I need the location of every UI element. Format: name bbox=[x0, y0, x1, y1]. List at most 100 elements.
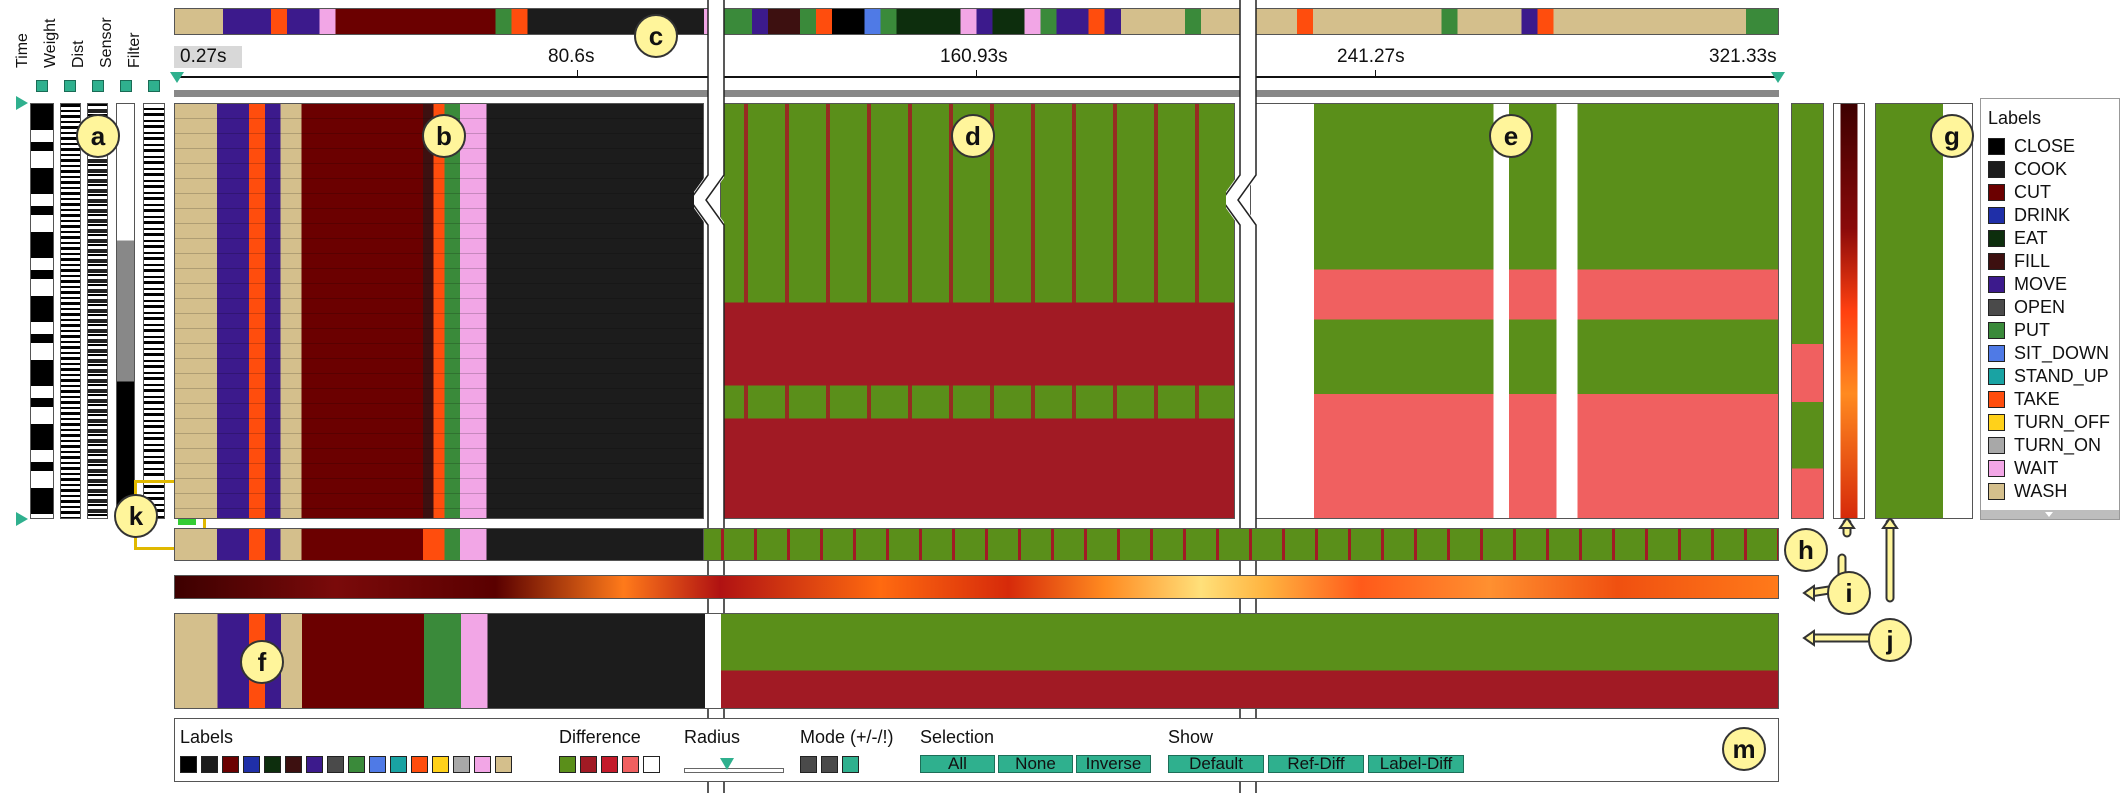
aggregate-area-chart[interactable] bbox=[174, 613, 1779, 709]
filter-sort-bar[interactable] bbox=[143, 103, 165, 519]
callout-f: f bbox=[240, 640, 284, 684]
legend-label: CLOSE bbox=[2014, 136, 2076, 156]
callout-m: m bbox=[1722, 727, 1766, 771]
difference-swatch-mismatch-dark[interactable] bbox=[580, 756, 597, 773]
label-filter-swatch[interactable] bbox=[411, 756, 428, 773]
show-label-diff-button[interactable]: Label-Diff bbox=[1368, 755, 1464, 773]
legend-label: PUT bbox=[2014, 320, 2050, 340]
row-range-handle-top[interactable] bbox=[16, 96, 28, 110]
show-control-title: Show bbox=[1168, 727, 1214, 747]
labels-control-title: Labels bbox=[180, 727, 234, 747]
label-filter-swatch[interactable] bbox=[453, 756, 470, 773]
difference-control-title: Difference bbox=[559, 727, 641, 747]
label-difference-view[interactable] bbox=[1250, 103, 1779, 519]
axis-tick-label: 321.33s bbox=[1709, 46, 1777, 67]
time-range-handle-left[interactable] bbox=[170, 72, 184, 83]
legend-title: Labels bbox=[1988, 108, 2042, 128]
show-default-button[interactable]: Default bbox=[1168, 755, 1264, 773]
label-filter-swatch[interactable] bbox=[243, 756, 260, 773]
mode-option-plus[interactable] bbox=[800, 756, 817, 773]
callout-h: h bbox=[1784, 528, 1828, 572]
dist-sort-bar[interactable] bbox=[87, 103, 108, 519]
legend-label: STAND_UP bbox=[2014, 366, 2109, 386]
show-ref-diff-button[interactable]: Ref-Diff bbox=[1268, 755, 1364, 773]
aggregate-area-reference bbox=[721, 614, 1778, 708]
select-inverse-button[interactable]: Inverse bbox=[1076, 755, 1151, 773]
time-sort-bar[interactable] bbox=[30, 103, 54, 519]
time-range-handle-right[interactable] bbox=[1771, 72, 1785, 83]
toggle-filter[interactable] bbox=[148, 80, 160, 92]
reference-difference-view[interactable] bbox=[720, 103, 1235, 519]
reference-aggregate-column[interactable] bbox=[1791, 103, 1824, 519]
mode-control-title: Mode (+/-/!) bbox=[800, 727, 894, 747]
toggle-dist[interactable] bbox=[92, 80, 104, 92]
label-matrix-view[interactable] bbox=[174, 103, 704, 519]
axis-tick bbox=[1375, 70, 1376, 78]
legend-swatch bbox=[1988, 368, 2005, 385]
label-filter-swatch[interactable] bbox=[222, 756, 239, 773]
legend-label: COOK bbox=[2014, 159, 2068, 179]
legend-swatch bbox=[1988, 345, 2005, 362]
toggle-sensor[interactable] bbox=[120, 80, 132, 92]
legend-swatch bbox=[1988, 276, 2005, 293]
legend-swatch bbox=[1988, 184, 2005, 201]
legend-swatch bbox=[1988, 414, 2005, 431]
callout-a: a bbox=[76, 114, 120, 158]
legend-label: DRINK bbox=[2014, 205, 2071, 225]
label-filter-swatch[interactable] bbox=[180, 756, 197, 773]
legend-label: EAT bbox=[2014, 228, 2048, 248]
toggle-time[interactable] bbox=[36, 80, 48, 92]
label-filter-swatch[interactable] bbox=[327, 756, 344, 773]
label-filter-swatch[interactable] bbox=[495, 756, 512, 773]
difference-swatch-none[interactable] bbox=[643, 756, 660, 773]
weight-sort-bar[interactable] bbox=[60, 103, 81, 519]
label-filter-swatch[interactable] bbox=[264, 756, 281, 773]
legend-label: SIT_DOWN bbox=[2014, 343, 2110, 363]
callout-c: c bbox=[634, 14, 678, 58]
divergence-heat-strip[interactable] bbox=[174, 575, 1779, 599]
radius-slider[interactable] bbox=[684, 768, 784, 773]
column-header-filter: Filter bbox=[126, 32, 143, 68]
legend-swatch bbox=[1988, 437, 2005, 454]
label-filter-swatch[interactable] bbox=[432, 756, 449, 773]
label-filter-swatch[interactable] bbox=[369, 756, 386, 773]
reference-row-selected-strip bbox=[174, 528, 704, 561]
time-range-bar[interactable] bbox=[174, 90, 1779, 97]
difference-swatch-mismatch-light[interactable] bbox=[622, 756, 639, 773]
legend-label: OPEN bbox=[2014, 297, 2066, 317]
label-filter-swatch[interactable] bbox=[474, 756, 491, 773]
label-aggregate-column[interactable] bbox=[1875, 103, 1973, 519]
legend-label: WASH bbox=[2014, 481, 2068, 501]
label-filter-swatch[interactable] bbox=[306, 756, 323, 773]
label-filter-swatch[interactable] bbox=[285, 756, 302, 773]
label-filter-swatch[interactable] bbox=[348, 756, 365, 773]
legend-swatch bbox=[1988, 460, 2005, 477]
legend-label: TAKE bbox=[2014, 389, 2060, 409]
axis-tick-label: 0.27s bbox=[180, 46, 227, 67]
sensor-sort-bar[interactable] bbox=[116, 103, 135, 519]
row-range-handle-bottom[interactable] bbox=[16, 512, 28, 526]
overview-label-strip[interactable] bbox=[174, 8, 1779, 35]
radius-slider-thumb[interactable] bbox=[720, 758, 734, 770]
select-all-button[interactable]: All bbox=[920, 755, 995, 773]
legend-swatch bbox=[1988, 161, 2005, 178]
scroll-down-icon[interactable] bbox=[2045, 512, 2053, 517]
difference-swatch-match[interactable] bbox=[559, 756, 576, 773]
mode-option-minus[interactable] bbox=[821, 756, 838, 773]
axis-tick-label: 80.6s bbox=[548, 46, 595, 67]
difference-swatch-mismatch[interactable] bbox=[601, 756, 618, 773]
select-none-button[interactable]: None bbox=[998, 755, 1073, 773]
legend-label: WAIT bbox=[2014, 458, 2059, 478]
legend-label: TURN_ON bbox=[2014, 435, 2102, 455]
label-filter-swatch[interactable] bbox=[390, 756, 407, 773]
toggle-weight[interactable] bbox=[64, 80, 76, 92]
callout-d: d bbox=[951, 114, 995, 158]
mode-option-not[interactable] bbox=[842, 756, 859, 773]
axis-tick bbox=[976, 70, 977, 78]
time-axis-start-highlight bbox=[174, 46, 242, 68]
selection-control-title: Selection bbox=[920, 727, 995, 747]
divergence-aggregate-column[interactable] bbox=[1833, 103, 1865, 519]
label-filter-swatch[interactable] bbox=[201, 756, 218, 773]
callout-k: k bbox=[114, 494, 158, 538]
filter-selection-mark bbox=[178, 519, 196, 525]
